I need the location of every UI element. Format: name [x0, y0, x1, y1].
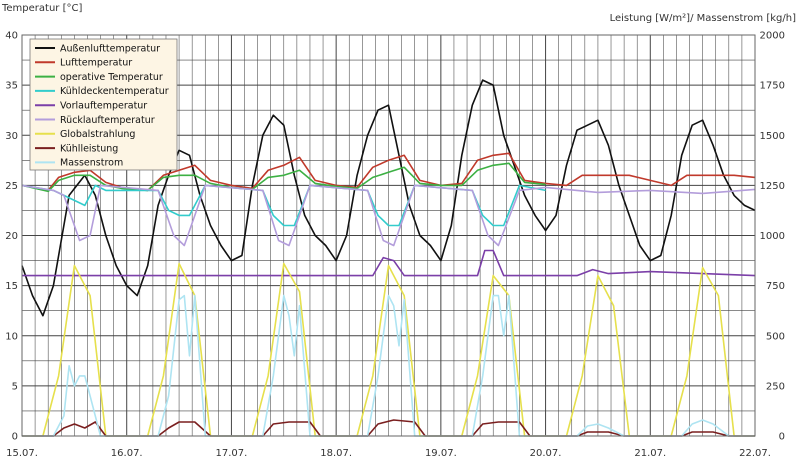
legend-label: Vorlauftemperatur: [60, 101, 147, 112]
x-tick: 19.07.: [425, 448, 457, 459]
plot-frame: [21, 34, 756, 437]
x-axis-ticks: 15.07. 16.07. 17.07. 18.07. 19.07. 20.07. 21.0…: [6, 448, 771, 459]
series-line: [22, 419, 755, 437]
legend-label: Massenstrom: [60, 158, 123, 169]
x-tick: 20.07.: [530, 448, 562, 459]
y-axis-left-ticks: 0 5 10 15 20 25 30 35 40: [5, 31, 18, 443]
y-tick-right: 1250: [760, 181, 785, 192]
legend-label: Kühldeckentemperatur: [60, 86, 169, 97]
series-lines: [21, 79, 756, 437]
y-tick-right: 500: [766, 331, 785, 342]
y-tick-right: 1750: [760, 81, 785, 92]
series-line: [21, 184, 756, 247]
series-line: [22, 294, 755, 437]
y-tick-left: 5: [12, 381, 18, 392]
y-tick-left: 25: [5, 181, 18, 192]
y-tick-right: 250: [766, 381, 785, 392]
y-tick-right: 750: [766, 281, 785, 292]
x-tick: 18.07.: [320, 448, 352, 459]
x-tick: 17.07.: [216, 448, 248, 459]
y-tick-right: 1000: [760, 231, 785, 242]
x-tick: 15.07.: [6, 448, 38, 459]
series-line: [21, 184, 546, 227]
y-tick-left: 0: [12, 432, 18, 443]
y-tick-left: 30: [5, 131, 18, 142]
x-tick: 21.07.: [634, 448, 666, 459]
y-axis-left-label: Temperatur [°C]: [1, 3, 82, 14]
y-tick-left: 15: [5, 281, 18, 292]
y-tick-left: 35: [5, 81, 18, 92]
legend: Außenlufttemperatur Lufttemperatur operati…: [29, 38, 178, 171]
x-tick: 22.07.: [739, 448, 771, 459]
y-tick-right: 0: [779, 432, 785, 443]
x-tick: 16.07.: [111, 448, 143, 459]
y-tick-left: 40: [5, 31, 18, 42]
y-axis-right-ticks: 0 250 500 750 1000 1250 1500 1750 2000: [760, 31, 785, 443]
legend-label: Globalstrahlung: [60, 129, 135, 140]
legend-label: Kühlleistung: [60, 143, 118, 154]
legend-label: Lufttemperatur: [60, 58, 132, 69]
y-tick-left: 10: [5, 331, 18, 342]
y-tick-right: 1500: [760, 131, 785, 142]
series-line: [21, 79, 756, 317]
y-tick-right: 2000: [760, 31, 785, 42]
y-axis-right-label: Leistung [W/m²]/ Massenstrom [kg/h]: [610, 13, 796, 24]
legend-label: Außenlufttemperatur: [60, 43, 160, 54]
legend-label: Rücklauftemperatur: [60, 115, 155, 126]
legend-label: operative Temperatur: [60, 72, 163, 83]
y-tick-left: 20: [5, 231, 18, 242]
series-line: [22, 249, 756, 277]
